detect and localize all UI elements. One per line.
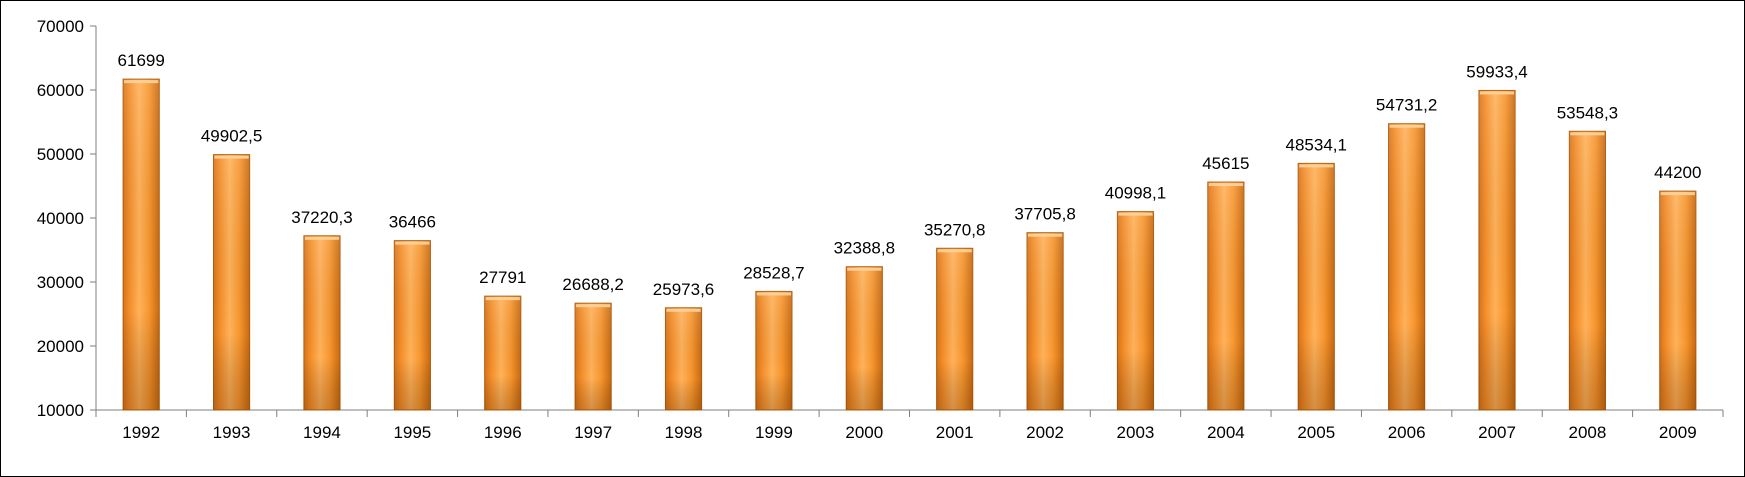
data-label-2000: 32388,8 (834, 239, 895, 258)
x-tick-label: 1994 (303, 423, 341, 442)
bar-shade-1997 (575, 303, 612, 410)
bar-cap-2003 (1118, 212, 1153, 216)
bar-cap-2009 (1660, 192, 1695, 196)
bar-cap-2005 (1299, 164, 1334, 168)
x-tick-label: 1995 (393, 423, 431, 442)
bar-cap-1992 (124, 80, 159, 84)
data-label-1992: 61699 (118, 51, 165, 70)
bar-shade-2002 (1027, 232, 1064, 410)
bar-cap-1998 (666, 308, 701, 312)
x-axis: 1992 1993 1994 1995 1996 1997 1998 1999 2000 2001… (95, 409, 1724, 442)
data-labels-group: 61699 49902,5 37220,3 36466 27791 26688,2 2597… (118, 51, 1702, 299)
data-label-2002: 37705,8 (1014, 205, 1075, 224)
bar-shade-2006 (1388, 123, 1425, 410)
bar-cap-2007 (1479, 91, 1515, 95)
bar-shade-2000 (846, 266, 883, 410)
data-label-2007: 59933,4 (1466, 62, 1527, 81)
x-tick-label: 2006 (1388, 423, 1426, 442)
data-label-1994: 37220,3 (291, 208, 352, 227)
x-tick-label: 1998 (665, 423, 703, 442)
bar-shade-1999 (755, 291, 792, 410)
y-tick-label: 20000 (37, 337, 84, 356)
y-tick-label: 50000 (37, 145, 84, 164)
data-label-1996: 27791 (479, 268, 526, 287)
y-axis: 10000 20000 30000 40000 50000 60000 70000 (37, 17, 97, 420)
bar-shade-1992 (123, 79, 160, 410)
bar-cap-2008 (1570, 132, 1605, 136)
bar-shade-1995 (394, 240, 431, 410)
x-tick-label: 2004 (1207, 423, 1245, 442)
bar-cap-1999 (756, 292, 791, 296)
bar-cap-2002 (1028, 233, 1063, 237)
data-label-2001: 35270,8 (924, 220, 985, 239)
y-tick-label: 60000 (37, 81, 84, 100)
bar-shade-1994 (303, 235, 341, 410)
x-tick-label: 1997 (574, 423, 612, 442)
data-label-1997: 26688,2 (562, 275, 623, 294)
bar-cap-2001 (937, 249, 972, 253)
y-tick-label: 70000 (37, 17, 84, 36)
x-tick-label: 2009 (1659, 423, 1697, 442)
bar-shade-2001 (936, 248, 973, 410)
bar-shade-1996 (484, 296, 521, 410)
x-tick-label: 2007 (1478, 423, 1516, 442)
bar-cap-2004 (1208, 183, 1243, 187)
bar-shade-2007 (1478, 90, 1516, 410)
x-tick-label: 2003 (1117, 423, 1155, 442)
bar-shade-2005 (1298, 163, 1335, 410)
data-label-1998: 25973,6 (653, 280, 714, 299)
data-label-2008: 53548,3 (1557, 103, 1618, 122)
bar-cap-2006 (1389, 124, 1424, 128)
bar-shade-2008 (1569, 131, 1606, 410)
bar-cap-2000 (847, 267, 882, 271)
x-tick-label: 2002 (1026, 423, 1064, 442)
data-label-2006: 54731,2 (1376, 96, 1437, 115)
bar-shade-2009 (1659, 191, 1696, 410)
x-tick-label: 2000 (845, 423, 883, 442)
data-label-1999: 28528,7 (743, 263, 804, 282)
bar-shade-1993 (213, 154, 250, 410)
y-tick-label: 30000 (37, 273, 84, 292)
y-tick-label: 10000 (37, 401, 84, 420)
x-tick-label: 2008 (1569, 423, 1607, 442)
x-tick-label: 1999 (755, 423, 793, 442)
bar-cap-1996 (485, 297, 520, 301)
data-label-1993: 49902,5 (201, 127, 262, 146)
data-label-2004: 45615 (1202, 154, 1249, 173)
bar-shade-2003 (1117, 211, 1154, 410)
bar-cap-1994 (304, 236, 340, 240)
x-tick-label: 1996 (484, 423, 522, 442)
data-label-2009: 44200 (1654, 163, 1701, 182)
x-tick-label: 2005 (1297, 423, 1335, 442)
x-tick-label: 1993 (213, 423, 251, 442)
bars-group (122, 78, 1697, 411)
y-tick-label: 40000 (37, 209, 84, 228)
bar-shade-2004 (1207, 182, 1244, 410)
x-tick-label: 2001 (936, 423, 974, 442)
x-tick-label: 1992 (122, 423, 160, 442)
data-label-2005: 48534,1 (1286, 135, 1347, 154)
data-label-2003: 40998,1 (1105, 184, 1166, 203)
data-label-1995: 36466 (389, 213, 436, 232)
bar-cap-1993 (214, 155, 249, 159)
bar-cap-1997 (576, 304, 611, 308)
bar-cap-1995 (395, 241, 430, 245)
bar-shade-1998 (665, 307, 702, 410)
